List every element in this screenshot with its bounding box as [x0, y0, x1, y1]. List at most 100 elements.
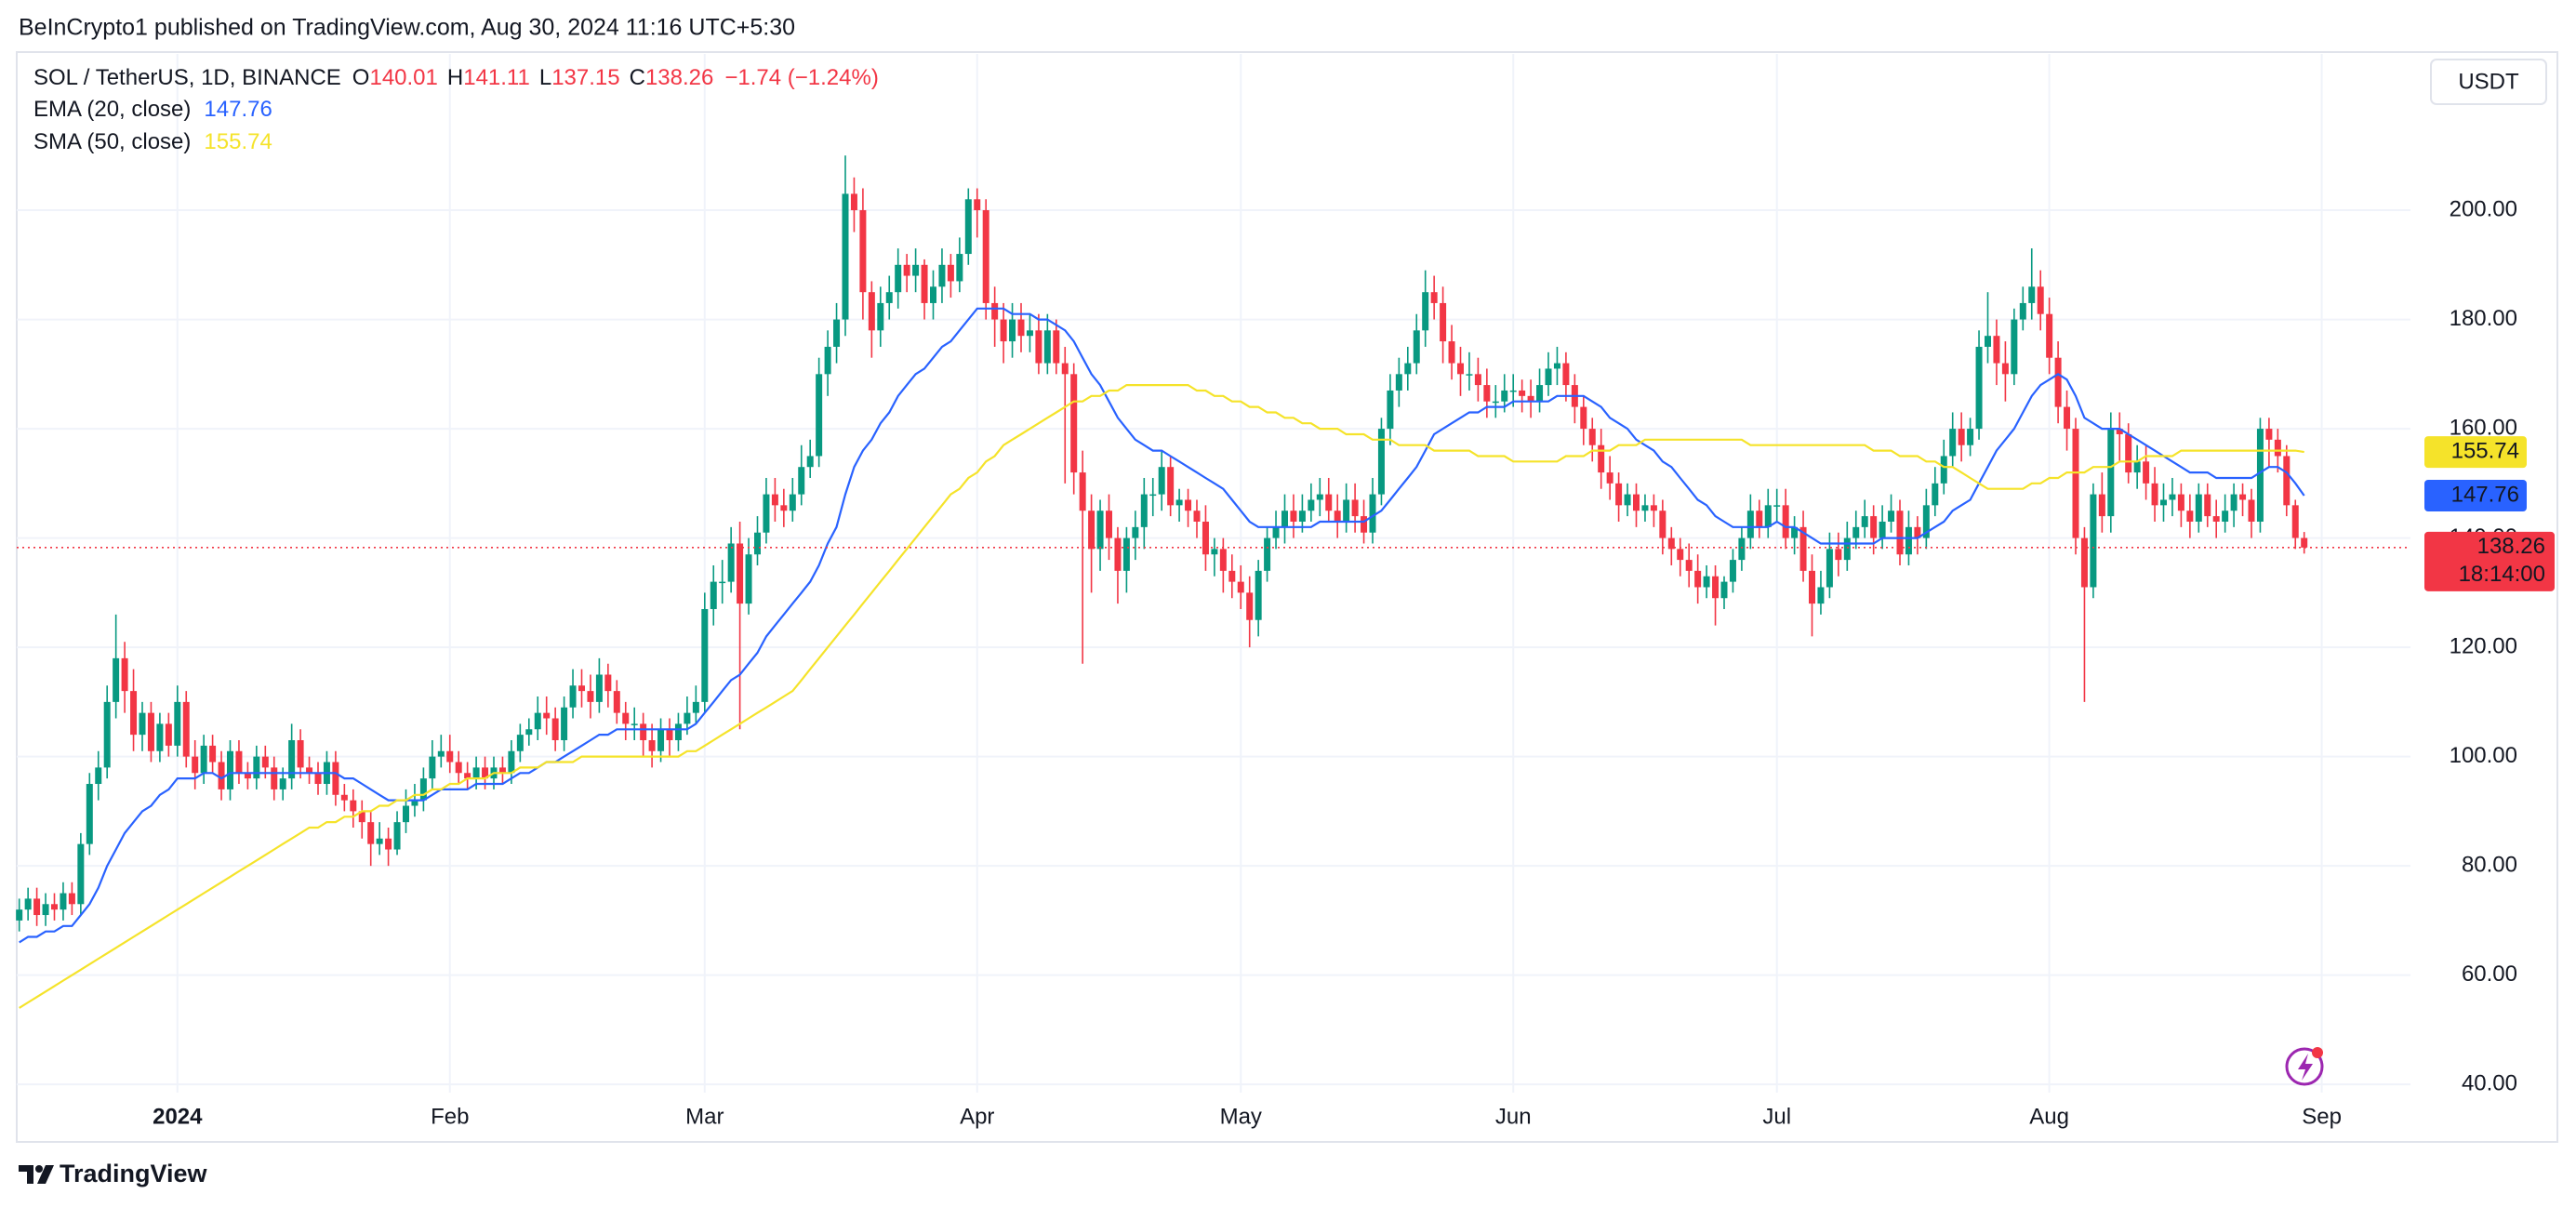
candle-body	[631, 723, 638, 725]
candle-body	[877, 302, 884, 331]
candle-body	[754, 532, 761, 555]
candle-body	[2011, 319, 2018, 375]
x-tick-label: Apr	[960, 1104, 994, 1129]
candle-body	[1000, 319, 1007, 342]
candle-body	[411, 800, 418, 806]
candle-body	[640, 723, 647, 741]
candle-body	[1650, 505, 1657, 511]
candle-body	[1026, 330, 1033, 337]
countdown-label: 18:14:00	[2459, 562, 2545, 587]
candle-body	[727, 543, 735, 582]
candle-body	[1343, 499, 1350, 522]
price-tag-label: 138.26	[2477, 534, 2545, 559]
candle-body	[859, 210, 867, 293]
candle-body	[516, 735, 524, 751]
candle-body	[2204, 494, 2211, 517]
candle-body	[1017, 319, 1025, 337]
candle-body	[2274, 439, 2281, 457]
candle-body	[350, 800, 357, 812]
currency-button[interactable]	[2430, 59, 2547, 105]
candle-body	[1351, 499, 1359, 517]
candle-body	[2239, 494, 2247, 500]
candle-body	[745, 554, 752, 604]
candle-body	[86, 784, 93, 844]
candle-body	[903, 264, 910, 276]
indicator-line	[19, 384, 2304, 1009]
candle-body	[1272, 526, 1280, 538]
candle-body	[2291, 505, 2299, 538]
x-tick-label: Jun	[1495, 1104, 1532, 1129]
candle-body	[2098, 494, 2105, 517]
change-value: −1.74 (−1.24%)	[724, 65, 878, 90]
candle-body	[710, 581, 717, 609]
x-tick-label: Aug	[2029, 1104, 2069, 1129]
currency-label[interactable]: USDT	[2458, 69, 2519, 94]
candle-body	[2107, 429, 2115, 517]
candle-body	[938, 264, 946, 287]
candle-body	[771, 494, 778, 506]
candle-body	[674, 723, 682, 741]
candle-body	[437, 750, 445, 757]
candle-body	[1413, 330, 1420, 364]
candle-body	[2001, 363, 2009, 375]
alert-bolt[interactable]	[2298, 1054, 2313, 1081]
alert-circle[interactable]	[2285, 1047, 2324, 1086]
candle-body	[1861, 516, 1868, 527]
candle-body	[816, 374, 823, 457]
candle-body	[42, 904, 49, 916]
candle-body	[1633, 494, 1640, 511]
candle-body	[306, 767, 313, 774]
ohlc-value: 140.01	[369, 65, 437, 90]
candle-body	[1667, 537, 1675, 550]
candle-body	[1773, 505, 1781, 507]
candle-body	[2133, 461, 2141, 473]
candle-body	[1703, 576, 1710, 588]
candle-body	[895, 264, 902, 293]
candle-body	[1440, 302, 1447, 342]
candle-body	[1246, 592, 1254, 620]
candle-body	[1659, 511, 1666, 538]
candle-body	[51, 904, 58, 910]
candle-body	[1914, 526, 1921, 538]
ohlc-value: 137.15	[551, 65, 619, 90]
candle-body	[569, 685, 577, 708]
candle-body	[1474, 374, 1481, 386]
candle-body	[1746, 511, 1754, 538]
candle-body	[33, 898, 41, 916]
candle-body	[77, 843, 85, 905]
candle-body	[1043, 330, 1051, 364]
candle-body	[2230, 494, 2237, 511]
candle-body	[332, 762, 339, 795]
candle-body	[508, 750, 515, 774]
candle-body	[1509, 390, 1517, 392]
candle-body	[2195, 494, 2202, 522]
candle-body	[1457, 363, 1464, 375]
candle-body	[1896, 511, 1904, 555]
candle-body	[209, 745, 217, 763]
y-tick-label: 80.00	[2462, 852, 2517, 877]
legend-name: EMA (20, close)	[33, 97, 191, 122]
candle-body	[1738, 537, 1746, 561]
candle-body	[1149, 494, 1157, 497]
candle-body	[1211, 549, 1218, 555]
candle-body	[1835, 549, 1842, 561]
candle-body	[1422, 292, 1429, 331]
candle-body	[1264, 537, 1271, 571]
publish-header: BeInCrypto1 published on TradingView.com…	[19, 15, 795, 41]
alert-dot[interactable]	[2312, 1047, 2323, 1058]
candle-body	[780, 505, 788, 511]
candle-body	[578, 685, 585, 692]
candle-body	[1185, 499, 1192, 511]
candle-body	[2143, 461, 2150, 484]
candle-body	[1308, 499, 1315, 511]
alert-icon[interactable]	[2285, 1047, 2324, 1086]
candle-body	[1817, 587, 1825, 604]
candle-body	[561, 707, 568, 741]
candle-body	[1826, 549, 1833, 588]
candle-body	[244, 773, 251, 779]
candle-body	[271, 767, 278, 789]
legend: SOL / TetherUS, 1D, BINANCE O140.01 H141.1…	[33, 65, 879, 154]
candle-body	[613, 691, 620, 713]
candle-body	[446, 750, 454, 763]
candle-body	[1809, 570, 1815, 604]
